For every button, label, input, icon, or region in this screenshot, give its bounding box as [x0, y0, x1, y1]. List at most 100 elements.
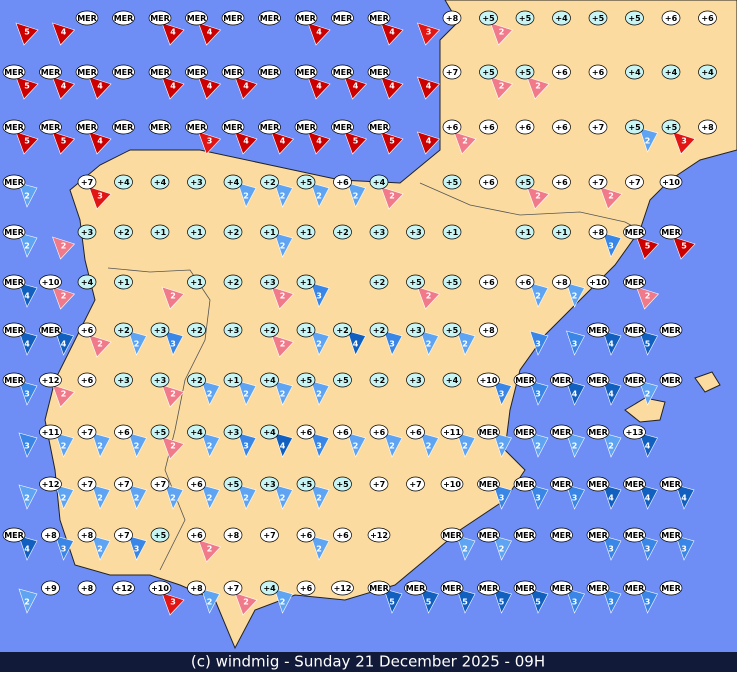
temp-label: +5 — [300, 178, 313, 187]
wind-speed: 2 — [97, 442, 103, 451]
temp-oval — [187, 476, 206, 492]
temp-label: +7 — [373, 480, 385, 489]
wind-arrow — [602, 232, 622, 258]
temp-oval — [515, 274, 535, 290]
wind-speed: 3 — [572, 340, 578, 349]
wind-arrow — [52, 22, 76, 46]
wind-arrow — [602, 588, 622, 614]
wind-speed: 4 — [24, 545, 30, 554]
wind-arrow — [234, 592, 258, 616]
wind-speed: 2 — [499, 545, 505, 554]
temp-oval — [515, 10, 535, 26]
wind-arrow — [234, 76, 258, 100]
temp-label: +5 — [592, 14, 605, 23]
wind-speed: 3 — [170, 340, 176, 349]
wind-arrow — [310, 182, 330, 208]
wind-speed: 4 — [389, 28, 395, 37]
wind-arrow — [456, 330, 476, 356]
wind-arrow — [456, 432, 476, 458]
wind-arrow — [237, 432, 257, 458]
temp-oval — [150, 476, 170, 492]
wind-arrow — [639, 432, 658, 458]
temp-oval — [404, 580, 427, 596]
wind-arrow — [274, 182, 293, 208]
temp-label: MER — [41, 123, 61, 132]
wind-arrow — [237, 380, 257, 406]
wind-speed: 2 — [389, 442, 395, 451]
temp-oval — [442, 10, 462, 26]
temp-label: +4 — [263, 376, 276, 385]
temp-oval — [369, 174, 389, 190]
temp-label: MER — [260, 14, 280, 23]
wind-speed: 2 — [97, 545, 103, 554]
temp-oval — [331, 10, 354, 26]
temp-oval — [477, 580, 500, 596]
temp-label: +3 — [190, 178, 202, 187]
temp-label: +8 — [190, 584, 203, 593]
wind-speed: 2 — [499, 82, 505, 91]
temp-oval — [331, 580, 354, 596]
temp-oval — [77, 372, 97, 388]
temp-label: +6 — [519, 123, 532, 132]
wind-speed: 5 — [462, 598, 468, 607]
wind-speed: 2 — [280, 340, 286, 349]
temp-label: +6 — [482, 178, 495, 187]
wind-speed: 3 — [608, 545, 614, 554]
wind-arrow — [420, 330, 439, 356]
wind-arrow — [55, 432, 74, 458]
temp-oval — [187, 372, 206, 388]
wind-speed: 4 — [681, 494, 687, 503]
temp-oval — [2, 119, 26, 135]
temp-oval — [148, 119, 172, 135]
temp-label: +3 — [409, 228, 421, 237]
wind-speed: 2 — [24, 192, 30, 201]
temp-oval — [552, 10, 571, 26]
wind-arrow — [566, 282, 585, 308]
temp-oval — [515, 119, 535, 135]
temp-label: MER — [150, 14, 170, 23]
wind-speed: 2 — [280, 598, 286, 607]
temp-oval — [39, 119, 62, 135]
temp-oval — [296, 224, 316, 240]
temp-oval — [369, 424, 389, 440]
temp-label: +12 — [42, 376, 60, 385]
temp-oval — [369, 224, 389, 240]
temp-oval — [659, 476, 683, 492]
temp-oval — [513, 527, 537, 543]
temp-label: MER — [661, 480, 681, 489]
wind-speed: 4 — [97, 137, 103, 146]
wind-speed: 2 — [61, 390, 67, 399]
temp-oval — [77, 580, 97, 596]
wind-speed: 2 — [353, 192, 359, 201]
temp-oval — [586, 527, 610, 543]
wind-speed: 3 — [535, 390, 541, 399]
wind-arrow — [639, 380, 658, 406]
temp-label: +5 — [482, 68, 495, 77]
wind-arrow — [675, 535, 695, 561]
temp-oval — [479, 119, 498, 135]
temp-label: +8 — [81, 531, 94, 540]
wind-speed: 4 — [426, 137, 432, 146]
wind-arrow — [88, 76, 112, 100]
wind-speed: 4 — [280, 137, 286, 146]
temp-oval — [112, 10, 135, 26]
temp-label: +12 — [115, 584, 133, 593]
temp-label: +10 — [151, 584, 169, 593]
wind-speed: 2 — [572, 292, 578, 301]
wind-arrow — [526, 76, 550, 100]
wind-arrow — [91, 484, 111, 510]
temp-label: +5 — [300, 480, 313, 489]
wind-arrow — [529, 484, 549, 510]
wind-arrow — [383, 432, 403, 458]
wind-speed: 2 — [499, 28, 505, 37]
temp-label: +3 — [263, 278, 275, 287]
wind-arrow — [529, 282, 549, 308]
temp-oval — [39, 64, 62, 80]
temp-oval — [369, 322, 389, 338]
wind-speed: 4 — [645, 494, 651, 503]
wind-speed: 3 — [170, 598, 176, 607]
temp-oval — [479, 174, 498, 190]
temp-label: +5 — [336, 480, 349, 489]
temp-oval — [477, 372, 500, 388]
wind-speed: 4 — [316, 137, 322, 146]
